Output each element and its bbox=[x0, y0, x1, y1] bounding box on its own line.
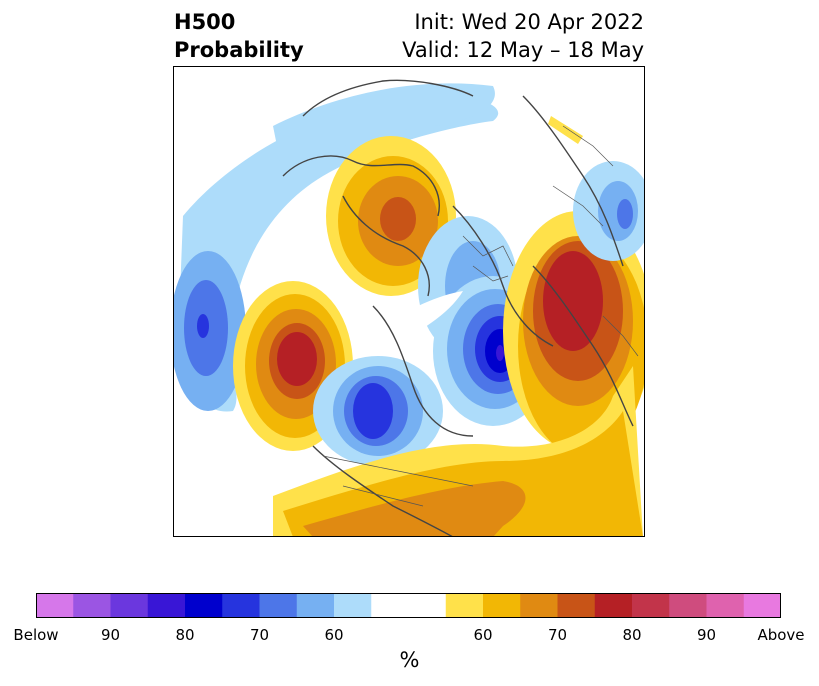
colorbar-tick-labels: Below 90 80 70 60 60 70 80 90 Above bbox=[0, 626, 819, 646]
shade-yellow-streak bbox=[548, 116, 583, 144]
colorbar-bin-1 bbox=[73, 593, 111, 618]
colorbar-tick-label: Above bbox=[757, 626, 805, 644]
colorbar-bin-0 bbox=[36, 593, 74, 618]
shade-asia-below-65 bbox=[617, 199, 633, 229]
colorbar-tick-label: 70 bbox=[249, 626, 270, 644]
colorbar-bin-5 bbox=[222, 593, 260, 618]
colorbar-bin-9 bbox=[371, 593, 447, 618]
colorbar-tick-label: 90 bbox=[696, 626, 717, 644]
colorbar-bin-15 bbox=[632, 593, 670, 618]
shade-siberia-above-75 bbox=[543, 251, 603, 351]
colorbar-bin-11 bbox=[483, 593, 521, 618]
colorbar-bin-17 bbox=[706, 593, 745, 618]
shade-eastus-above-60 bbox=[283, 411, 643, 537]
init-date-label: Init: Wed 20 Apr 2022 bbox=[414, 10, 644, 34]
colorbar-tick-label: 80 bbox=[175, 626, 195, 644]
colorbar-svg bbox=[36, 593, 782, 618]
colorbar-tick-label: 80 bbox=[622, 626, 642, 644]
shade-pacific-above-75 bbox=[277, 332, 317, 386]
shade-light-blue-arc bbox=[273, 83, 495, 176]
colorbar-tick-label: 70 bbox=[547, 626, 568, 644]
title-line-2: Probability bbox=[174, 38, 304, 62]
map-frame-border bbox=[173, 66, 645, 537]
colorbar-bin-4 bbox=[185, 593, 223, 618]
chart-title: H500 Probability bbox=[174, 8, 304, 64]
shade-eastus-above-65 bbox=[303, 481, 526, 537]
colorbar-bin-7 bbox=[296, 593, 335, 618]
valid-date-label: Valid: 12 May – 18 May bbox=[402, 38, 644, 62]
colorbar-bin-14 bbox=[594, 593, 633, 618]
colorbar-bin-6 bbox=[259, 593, 298, 618]
colorbar-tick-label: 90 bbox=[100, 626, 121, 644]
colorbar-tick-label: 60 bbox=[473, 626, 493, 644]
coastlines bbox=[282, 79, 634, 537]
colorbar-border bbox=[36, 593, 781, 618]
probability-map-svg bbox=[173, 66, 645, 537]
colorbar-bin-12 bbox=[520, 593, 558, 618]
colorbar-bin-3 bbox=[147, 593, 186, 618]
colorbar-tick-label: Below bbox=[13, 626, 59, 644]
colorbar-bin-10 bbox=[445, 593, 484, 618]
shade-neutral-wedge bbox=[363, 291, 463, 351]
chart-dates: Init: Wed 20 Apr 2022 Valid: 12 May – 18… bbox=[402, 8, 644, 64]
probability-map bbox=[173, 66, 645, 537]
colorbar-tick-label: 60 bbox=[324, 626, 344, 644]
colorbar-bin-13 bbox=[557, 593, 596, 618]
colorbar-bin-18 bbox=[743, 593, 782, 618]
colorbar-bin-2 bbox=[110, 593, 149, 618]
shade-west-below-70 bbox=[197, 314, 209, 338]
title-line-1: H500 bbox=[174, 10, 236, 34]
shade-greenland-above-70 bbox=[380, 197, 416, 241]
shade-light-blue-band bbox=[178, 95, 499, 412]
borders bbox=[322, 125, 639, 507]
shade-canada-below-70 bbox=[353, 383, 393, 439]
colorbar-unit-label: % bbox=[399, 648, 420, 672]
colorbar bbox=[36, 593, 782, 618]
shade-alaska-below-80 bbox=[496, 345, 504, 361]
colorbar-bin-8 bbox=[334, 593, 372, 618]
colorbar-bin-16 bbox=[669, 593, 707, 618]
